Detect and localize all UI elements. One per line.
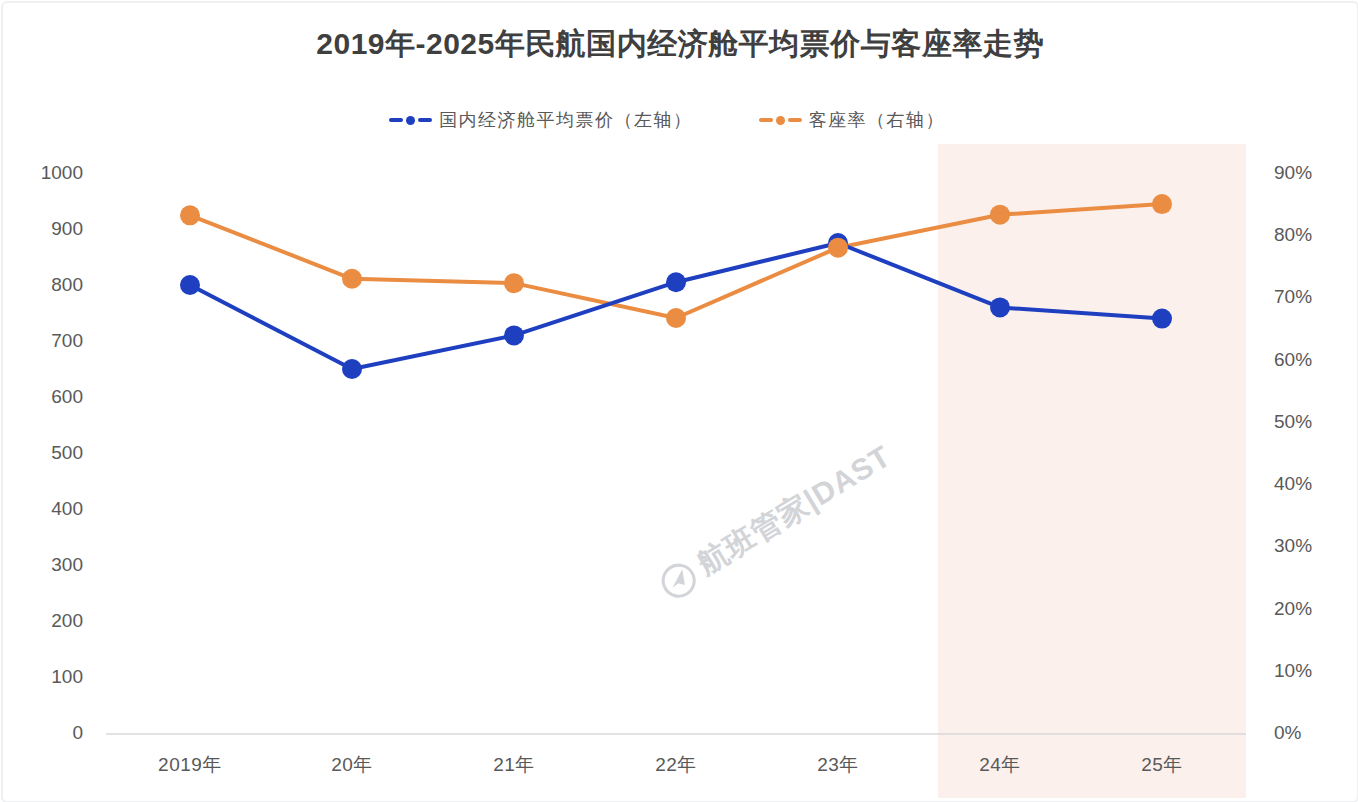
left-axis-tick: 700: [51, 330, 83, 351]
data-point-1: [342, 269, 362, 289]
x-axis-label: 23年: [817, 754, 859, 775]
left-axis-tick: 0: [72, 722, 83, 743]
line-chart: 0 100 200 300 400 500 600 700 800 900 1000 0% 10% 20%…: [3, 3, 1357, 801]
right-axis-tick: 40%: [1274, 473, 1312, 494]
right-axis-tick: 20%: [1274, 598, 1312, 619]
left-axis-tick: 600: [51, 386, 83, 407]
data-point-1: [828, 238, 848, 258]
right-axis-tick: 30%: [1274, 535, 1312, 556]
data-point-0: [990, 297, 1010, 317]
right-axis-tick: 10%: [1274, 660, 1312, 681]
left-axis-tick: 500: [51, 442, 83, 463]
data-point-0: [666, 272, 686, 292]
right-axis-tick: 70%: [1274, 286, 1312, 307]
right-axis-tick: 0%: [1274, 722, 1302, 743]
forecast-region: [938, 144, 1246, 798]
left-axis-tick: 400: [51, 498, 83, 519]
data-point-1: [504, 273, 524, 293]
right-axis-tick: 60%: [1274, 349, 1312, 370]
data-point-0: [342, 359, 362, 379]
left-axis-tick: 300: [51, 554, 83, 575]
x-axis-label: 20年: [331, 754, 373, 775]
right-axis-tick: 80%: [1274, 224, 1312, 245]
data-point-1: [180, 205, 200, 225]
left-axis-tick: 100: [51, 666, 83, 687]
left-axis-tick: 900: [51, 218, 83, 239]
left-axis-tick: 800: [51, 274, 83, 295]
left-axis-tick: 200: [51, 610, 83, 631]
data-point-0: [180, 275, 200, 295]
data-point-1: [1152, 194, 1172, 214]
data-point-1: [666, 308, 686, 328]
right-axis-tick: 50%: [1274, 411, 1312, 432]
data-point-0: [1152, 309, 1172, 329]
x-axis-label: 22年: [655, 754, 697, 775]
x-axis-label: 25年: [1141, 754, 1183, 775]
left-axis-tick: 1000: [41, 162, 83, 183]
x-axis-label: 2019年: [158, 754, 222, 775]
right-axis-tick: 90%: [1274, 162, 1312, 183]
data-point-1: [990, 205, 1010, 225]
chart-card: 2019年-2025年民航国内经济舱平均票价与客座率走势 国内经济舱平均票价（左…: [1, 1, 1358, 802]
x-axis-label: 21年: [493, 754, 535, 775]
x-axis-label: 24年: [979, 754, 1021, 775]
data-point-0: [504, 325, 524, 345]
